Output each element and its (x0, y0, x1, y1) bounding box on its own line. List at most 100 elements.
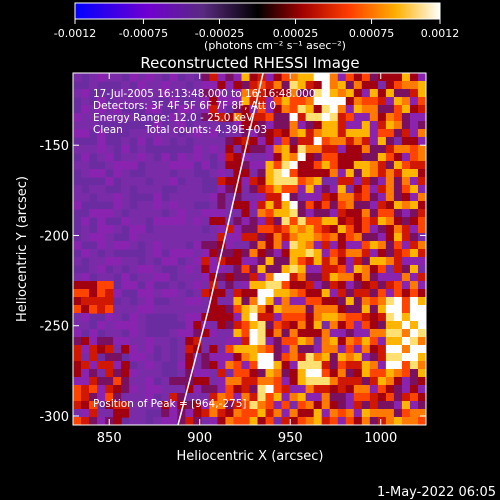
heatmap-cell (217, 153, 227, 162)
heatmap-cell (89, 393, 98, 402)
heatmap-cell (281, 185, 291, 194)
heatmap-cell (409, 249, 419, 258)
heatmap-cell (137, 225, 146, 234)
heatmap-cell (241, 393, 251, 402)
heatmap-cell (257, 201, 267, 210)
heatmap-cell (401, 257, 411, 266)
heatmap-cell (313, 281, 323, 290)
heatmap-cell (401, 329, 411, 338)
heatmap-cell (233, 217, 243, 226)
heatmap-cell (193, 313, 202, 322)
heatmap-cell (361, 217, 371, 226)
heatmap-cell (385, 257, 395, 266)
heatmap-cell (169, 89, 178, 98)
heatmap-cell (177, 161, 186, 170)
heatmap-cell (337, 297, 347, 306)
heatmap-cell (81, 409, 90, 418)
heatmap-cell (401, 193, 411, 202)
heatmap-cell (385, 97, 395, 106)
heatmap-cell (297, 265, 307, 274)
heatmap-cell (265, 249, 275, 258)
heatmap-cell (257, 385, 267, 394)
heatmap-cell (185, 345, 194, 354)
heatmap-cell (337, 145, 347, 154)
heatmap-cell (305, 201, 315, 210)
heatmap-cell (201, 409, 210, 418)
heatmap-cell (225, 305, 235, 314)
heatmap-cell (193, 225, 202, 234)
heatmap-cell (361, 145, 371, 154)
heatmap-cell (193, 177, 202, 186)
heatmap-cell (241, 73, 251, 82)
heatmap-cell (113, 113, 122, 122)
heatmap-cell (145, 337, 154, 346)
heatmap-cell (369, 417, 379, 425)
heatmap-cell (345, 313, 355, 322)
heatmap-cell (193, 417, 202, 425)
heatmap-cell (417, 345, 426, 354)
heatmap-cell (273, 177, 283, 186)
heatmap-cell (137, 273, 146, 282)
heatmap-cell (145, 401, 154, 410)
heatmap-cell (137, 81, 146, 90)
heatmap-cell (353, 177, 363, 186)
heatmap-cell (385, 409, 395, 418)
heatmap-cell (281, 233, 291, 242)
heatmap-cell (153, 161, 162, 170)
heatmap-cell (321, 369, 331, 378)
heatmap-cell (313, 193, 323, 202)
heatmap-cell (393, 289, 403, 298)
heatmap-cell (153, 209, 162, 218)
heatmap-cell (337, 353, 347, 362)
heatmap-cell (345, 113, 355, 122)
heatmap-cell (169, 217, 178, 226)
heatmap-cell (153, 225, 162, 234)
heatmap-cell (209, 201, 219, 210)
heatmap-cell (377, 113, 387, 122)
heatmap-cell (385, 241, 395, 250)
heatmap-cell (137, 369, 146, 378)
heatmap-cell (329, 121, 339, 130)
heatmap-cell (417, 177, 426, 186)
heatmap-cell (249, 113, 259, 122)
heatmap-cell (385, 129, 395, 138)
heatmap-cell (177, 361, 186, 370)
y-tick-label: -200 (39, 229, 69, 244)
heatmap-cell (353, 105, 363, 114)
heatmap-cell (353, 97, 363, 106)
heatmap-cell (329, 353, 339, 362)
heatmap-cell (193, 105, 202, 114)
heatmap-cell (225, 249, 235, 258)
heatmap-cell (113, 393, 122, 402)
heatmap-cell (361, 201, 371, 210)
heatmap-cell (377, 249, 387, 258)
heatmap-cell (305, 265, 315, 274)
heatmap-cell (393, 417, 403, 425)
heatmap-cell (409, 161, 419, 170)
heatmap-cell (113, 209, 122, 218)
heatmap-cell (257, 129, 267, 138)
heatmap-cell (105, 209, 114, 218)
heatmap-cell (313, 257, 323, 266)
heatmap-cell (249, 305, 259, 314)
heatmap-cell (353, 193, 363, 202)
heatmap-cell (321, 137, 331, 146)
heatmap-cell (337, 233, 347, 242)
heatmap-cell (169, 233, 178, 242)
heatmap-cell (201, 217, 210, 226)
heatmap-cell (329, 97, 339, 106)
heatmap-cell (377, 129, 387, 138)
heatmap-cell (257, 177, 267, 186)
heatmap-cell (153, 385, 162, 394)
heatmap-cell (265, 393, 275, 402)
heatmap-cell (329, 385, 339, 394)
heatmap-cell (273, 281, 283, 290)
heatmap-cell (145, 361, 154, 370)
heatmap-cell (345, 81, 355, 90)
heatmap-cell (353, 225, 363, 234)
heatmap-cell (305, 337, 315, 346)
heatmap-cell (137, 201, 146, 210)
heatmap-cell (369, 177, 379, 186)
heatmap-cell (217, 137, 227, 146)
heatmap-cell (257, 257, 267, 266)
